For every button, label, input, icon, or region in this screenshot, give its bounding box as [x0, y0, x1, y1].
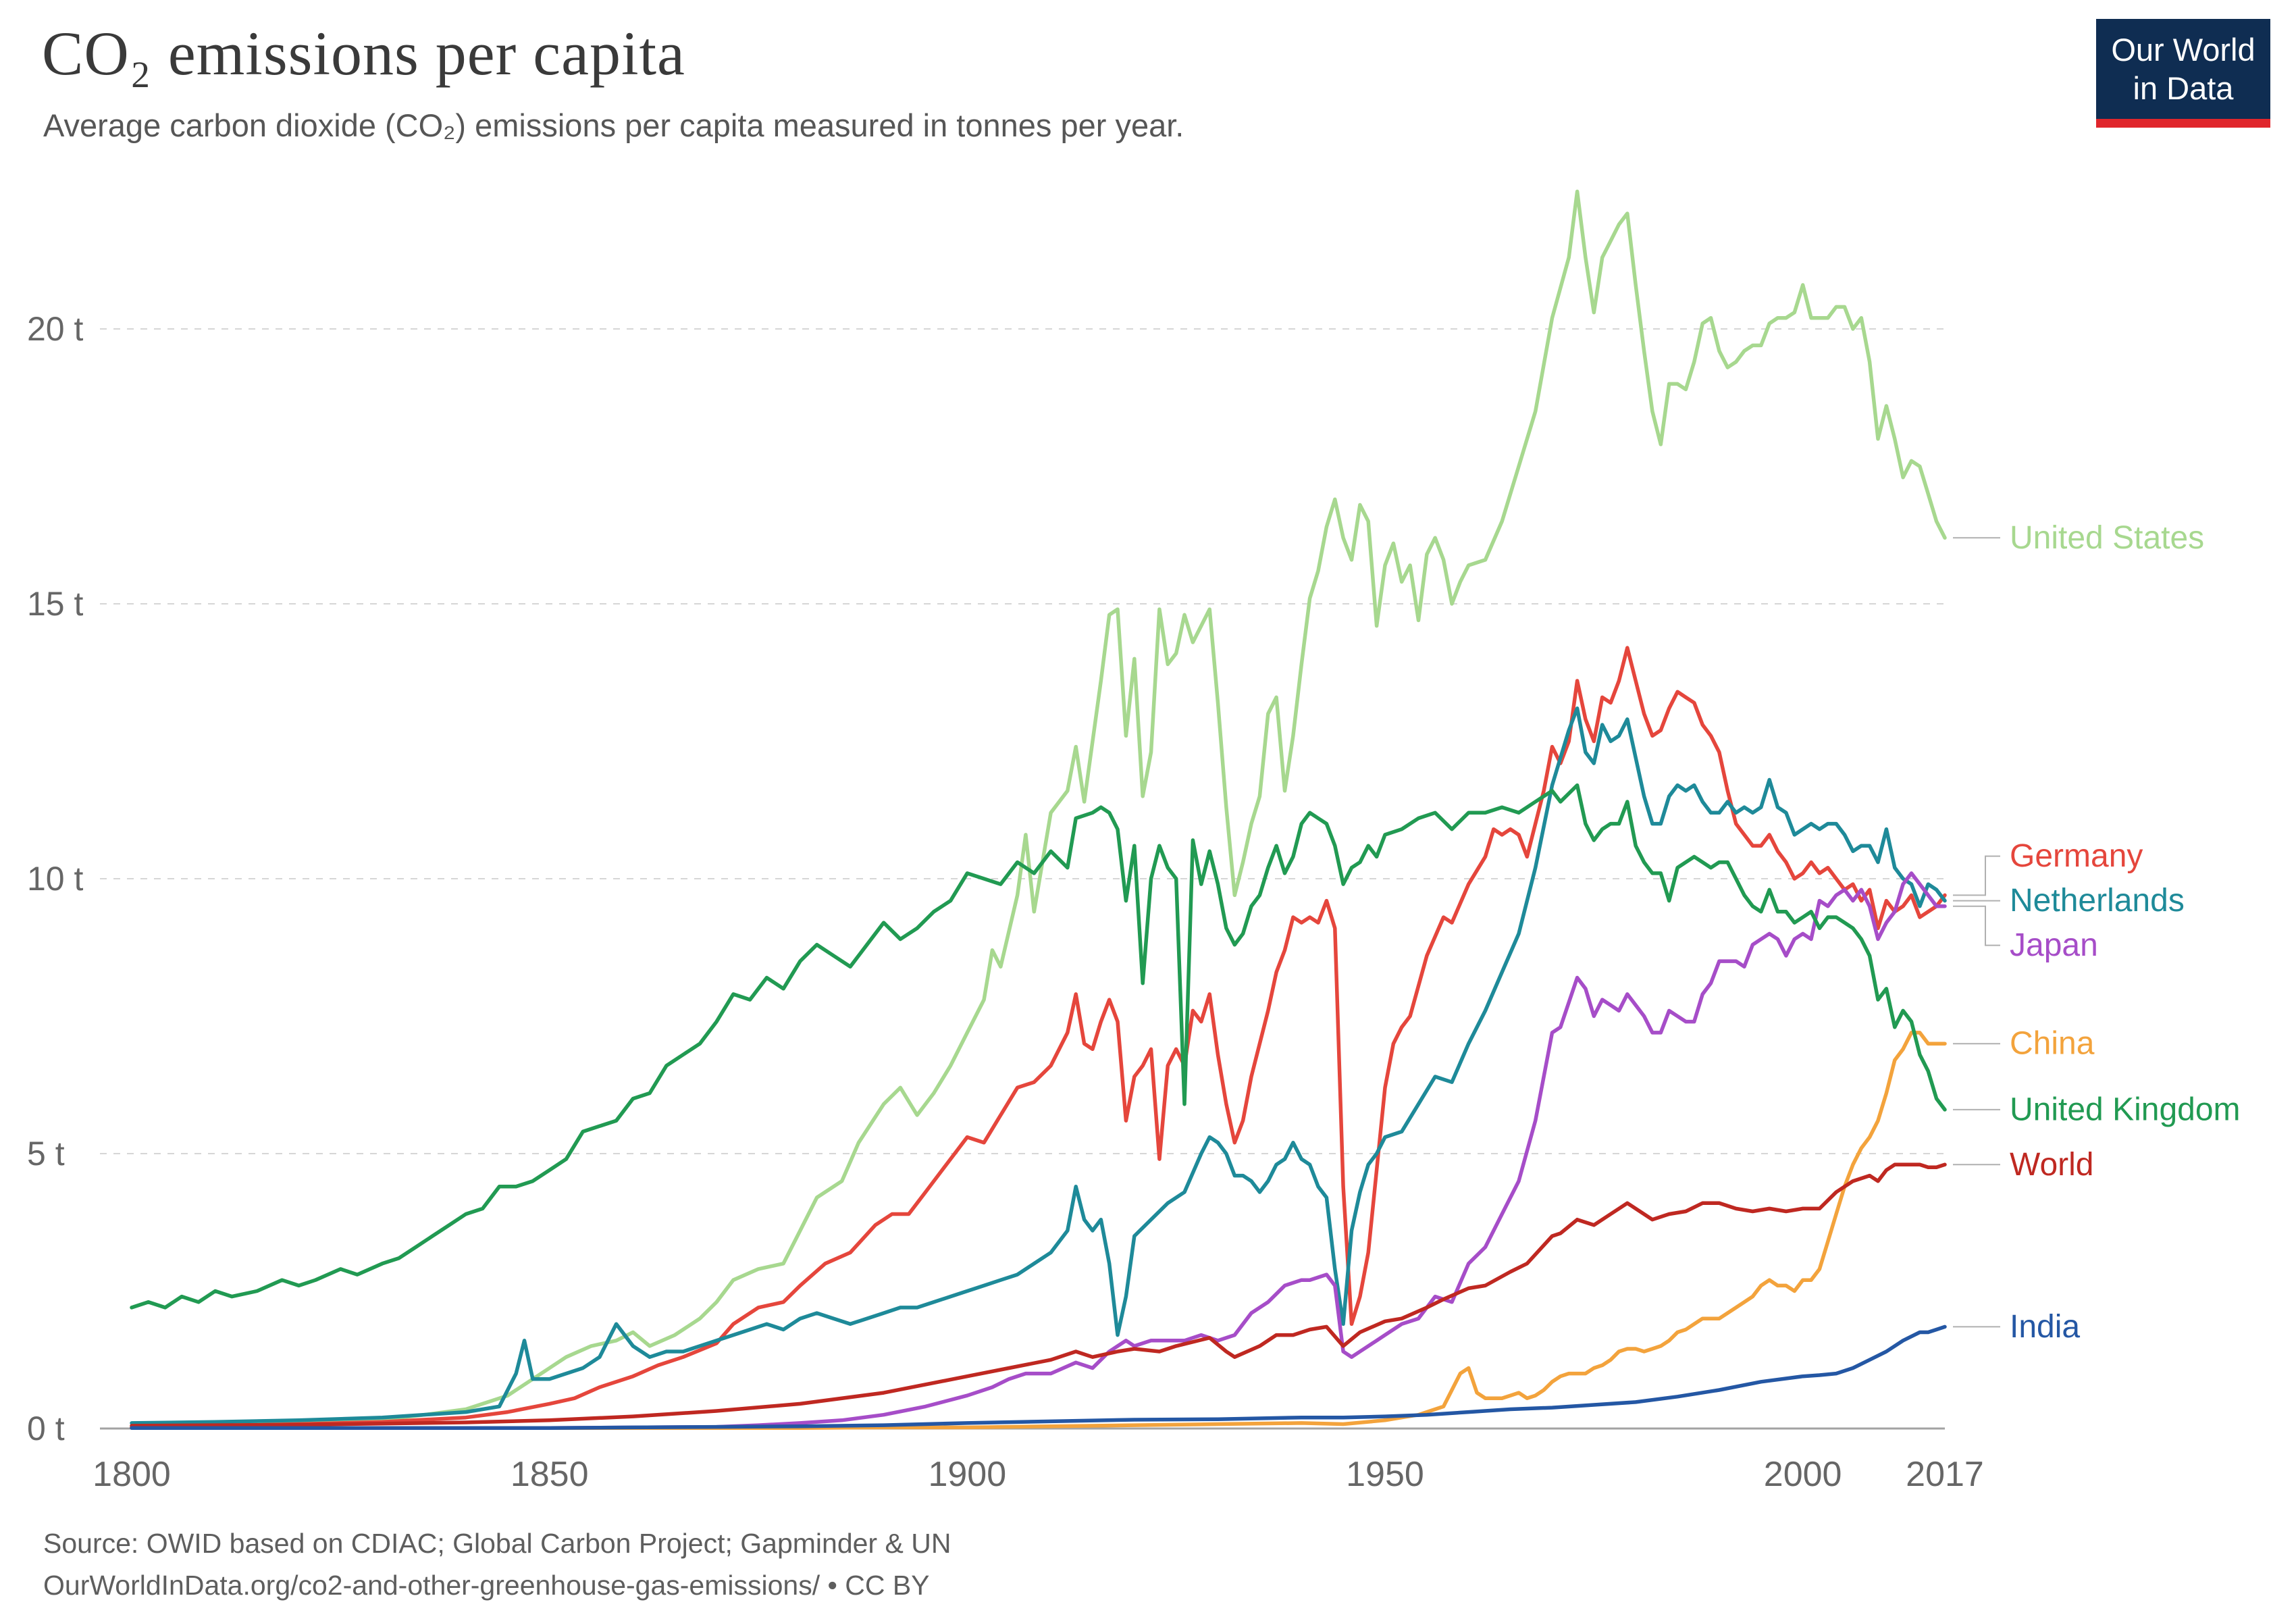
source-line: Source: OWID based on CDIAC; Global Carb…: [43, 1528, 951, 1559]
y-axis-tick-0: 0 t: [27, 1410, 65, 1447]
chart-subtitle: Average carbon dioxide (CO₂) emissions p…: [43, 107, 1184, 143]
x-axis-tick-1900: 1900: [928, 1455, 1006, 1494]
x-axis-tick-1800: 1800: [93, 1455, 171, 1494]
series-label-world[interactable]: World: [2010, 1147, 2093, 1183]
series-label-germany[interactable]: Germany: [2010, 838, 2143, 874]
series-label-netherlands[interactable]: Netherlands: [2010, 883, 2185, 919]
chart-header: CO₂ emissions per capita Average carbon …: [42, 18, 1184, 144]
y-axis-tick-5: 5 t: [27, 1135, 65, 1173]
owid-logo[interactable]: Our World in Data: [2096, 19, 2270, 128]
label-connector-japan: [1953, 905, 2000, 946]
series-label-united-states[interactable]: United States: [2010, 520, 2204, 556]
series-label-china[interactable]: China: [2010, 1026, 2095, 1062]
x-axis-tick-1850: 1850: [511, 1455, 589, 1494]
x-axis-tick-1950: 1950: [1346, 1455, 1424, 1494]
owid-logo-line2: in Data: [2133, 70, 2234, 106]
series-line-netherlands: [130, 706, 1947, 1425]
x-axis-tick-2017: 2017: [1906, 1455, 1984, 1494]
series-line-japan: [130, 871, 1947, 1430]
series-label-india[interactable]: India: [2010, 1309, 2080, 1345]
series-line-united-states: [130, 189, 1947, 1429]
y-axis-tick-10: 10 t: [27, 860, 84, 898]
series-line-india: [130, 1324, 1947, 1430]
series-line-germany: [130, 646, 1947, 1430]
plot-area[interactable]: [132, 192, 1945, 1429]
chart-title: CO₂ emissions per capita: [42, 19, 685, 88]
label-connector-germany: [1953, 855, 2000, 896]
series-line-china: [130, 1031, 1947, 1430]
series-label-united-kingdom[interactable]: United Kingdom: [2010, 1091, 2241, 1127]
series-line-world: [130, 1162, 1947, 1428]
source-url-link[interactable]: OurWorldInData.org/co2-and-other-greenho…: [43, 1569, 930, 1601]
x-axis-tick-2000: 2000: [1764, 1455, 1842, 1494]
series-line-united-kingdom: [130, 783, 1947, 1310]
series-label-japan[interactable]: Japan: [2010, 927, 2098, 963]
y-axis-tick-15: 15 t: [27, 585, 84, 623]
chart-footer: Source: OWID based on CDIAC; Global Carb…: [43, 1523, 951, 1606]
y-axis-tick-20: 20 t: [27, 310, 84, 348]
owid-logo-line1: Our World: [2111, 31, 2255, 68]
